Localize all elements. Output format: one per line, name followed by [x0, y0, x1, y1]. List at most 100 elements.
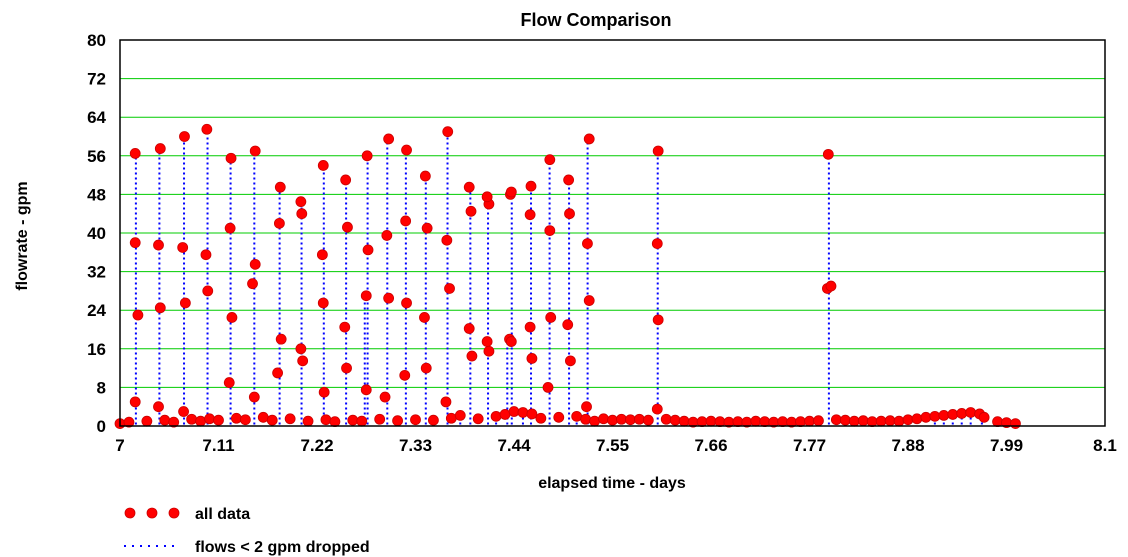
- data-point: [342, 221, 353, 233]
- data-point: [400, 215, 412, 227]
- data-point: [732, 416, 744, 428]
- data-point: [642, 414, 654, 426]
- data-point: [660, 413, 672, 425]
- plot-border: [119, 39, 1106, 427]
- data-point: [318, 386, 330, 398]
- data-point: [401, 144, 412, 156]
- data-point: [481, 336, 493, 347]
- data-point: [978, 411, 990, 423]
- grid-lines: [120, 78, 1105, 388]
- data-point: [544, 225, 556, 236]
- data-point: [581, 401, 592, 413]
- data-point: [213, 414, 224, 426]
- data-point: [399, 369, 411, 381]
- data-point: [524, 209, 536, 221]
- data-point: [830, 414, 842, 426]
- data-point: [553, 411, 565, 423]
- data-point: [317, 160, 329, 171]
- data-point: [123, 416, 135, 428]
- data-point: [705, 415, 717, 427]
- data-point: [361, 150, 373, 162]
- data-point: [129, 147, 141, 159]
- data-point: [204, 413, 215, 425]
- data-point: [347, 414, 359, 426]
- data-point: [360, 384, 372, 396]
- data-point: [633, 413, 645, 425]
- data-point: [938, 409, 950, 421]
- y-tick-label: 24: [87, 301, 106, 320]
- data-point: [463, 323, 475, 334]
- data-point: [419, 170, 431, 182]
- data-point: [454, 409, 466, 421]
- data-point: [273, 217, 285, 229]
- data-point: [201, 123, 213, 135]
- data-point: [544, 154, 556, 166]
- data-point: [795, 416, 806, 428]
- data-point: [362, 244, 374, 256]
- data-point: [257, 411, 269, 423]
- x-tick-label: 7.55: [596, 436, 629, 455]
- data-point: [200, 249, 212, 261]
- data-point: [583, 133, 595, 145]
- data-point: [226, 312, 238, 323]
- x-tick-label: 7.33: [399, 436, 432, 455]
- data-point: [542, 381, 554, 393]
- data-point: [651, 238, 663, 250]
- data-point: [466, 350, 478, 362]
- data-point: [231, 412, 242, 424]
- data-point: [129, 237, 141, 249]
- data-point: [822, 148, 834, 160]
- data-point: [316, 249, 328, 261]
- data-point: [275, 333, 287, 345]
- data-point: [249, 258, 261, 270]
- x-tick-label: 7.44: [497, 436, 531, 455]
- data-point: [1010, 418, 1021, 429]
- data-point: [168, 416, 180, 428]
- data-point: [129, 396, 141, 408]
- data-point: [132, 309, 144, 321]
- data-point: [965, 407, 977, 418]
- data-point: [848, 415, 860, 427]
- series-all-data: [114, 123, 1021, 429]
- legend-label-all-data: all data: [195, 506, 250, 523]
- data-point: [526, 353, 538, 364]
- data-point: [178, 406, 189, 417]
- data-point: [545, 312, 557, 323]
- data-point: [875, 415, 887, 427]
- y-tick-label: 64: [87, 108, 106, 127]
- data-point: [186, 413, 198, 425]
- data-point: [893, 415, 905, 427]
- data-point: [499, 409, 511, 420]
- data-point: [525, 180, 537, 192]
- data-point: [440, 396, 452, 408]
- data-point: [248, 391, 260, 403]
- data-point: [317, 297, 329, 309]
- data-point: [153, 239, 164, 251]
- data-point: [225, 152, 237, 164]
- data-point: [564, 208, 575, 220]
- data-point: [410, 414, 421, 426]
- data-point: [669, 414, 681, 426]
- data-point: [857, 415, 869, 427]
- y-tick-label: 0: [97, 417, 106, 436]
- data-point: [195, 415, 206, 427]
- x-tick-label: 7.22: [300, 436, 333, 455]
- data-point: [598, 413, 609, 425]
- data-point: [341, 362, 352, 374]
- data-point: [442, 126, 454, 138]
- data-point: [463, 181, 475, 193]
- data-point: [296, 208, 308, 220]
- y-axis-label: flowrate - gpm: [14, 181, 31, 290]
- data-point: [295, 343, 307, 355]
- data-point: [535, 412, 547, 424]
- data-point: [202, 285, 214, 297]
- data-point: [274, 181, 286, 193]
- data-point: [616, 413, 627, 425]
- data-point: [929, 410, 941, 422]
- data-point: [884, 415, 896, 427]
- data-point: [759, 416, 771, 428]
- y-tick-label: 72: [87, 70, 106, 89]
- data-point: [652, 314, 664, 326]
- data-point: [920, 411, 932, 423]
- legend-label-dropped: flows < 2 gpm dropped: [195, 539, 370, 556]
